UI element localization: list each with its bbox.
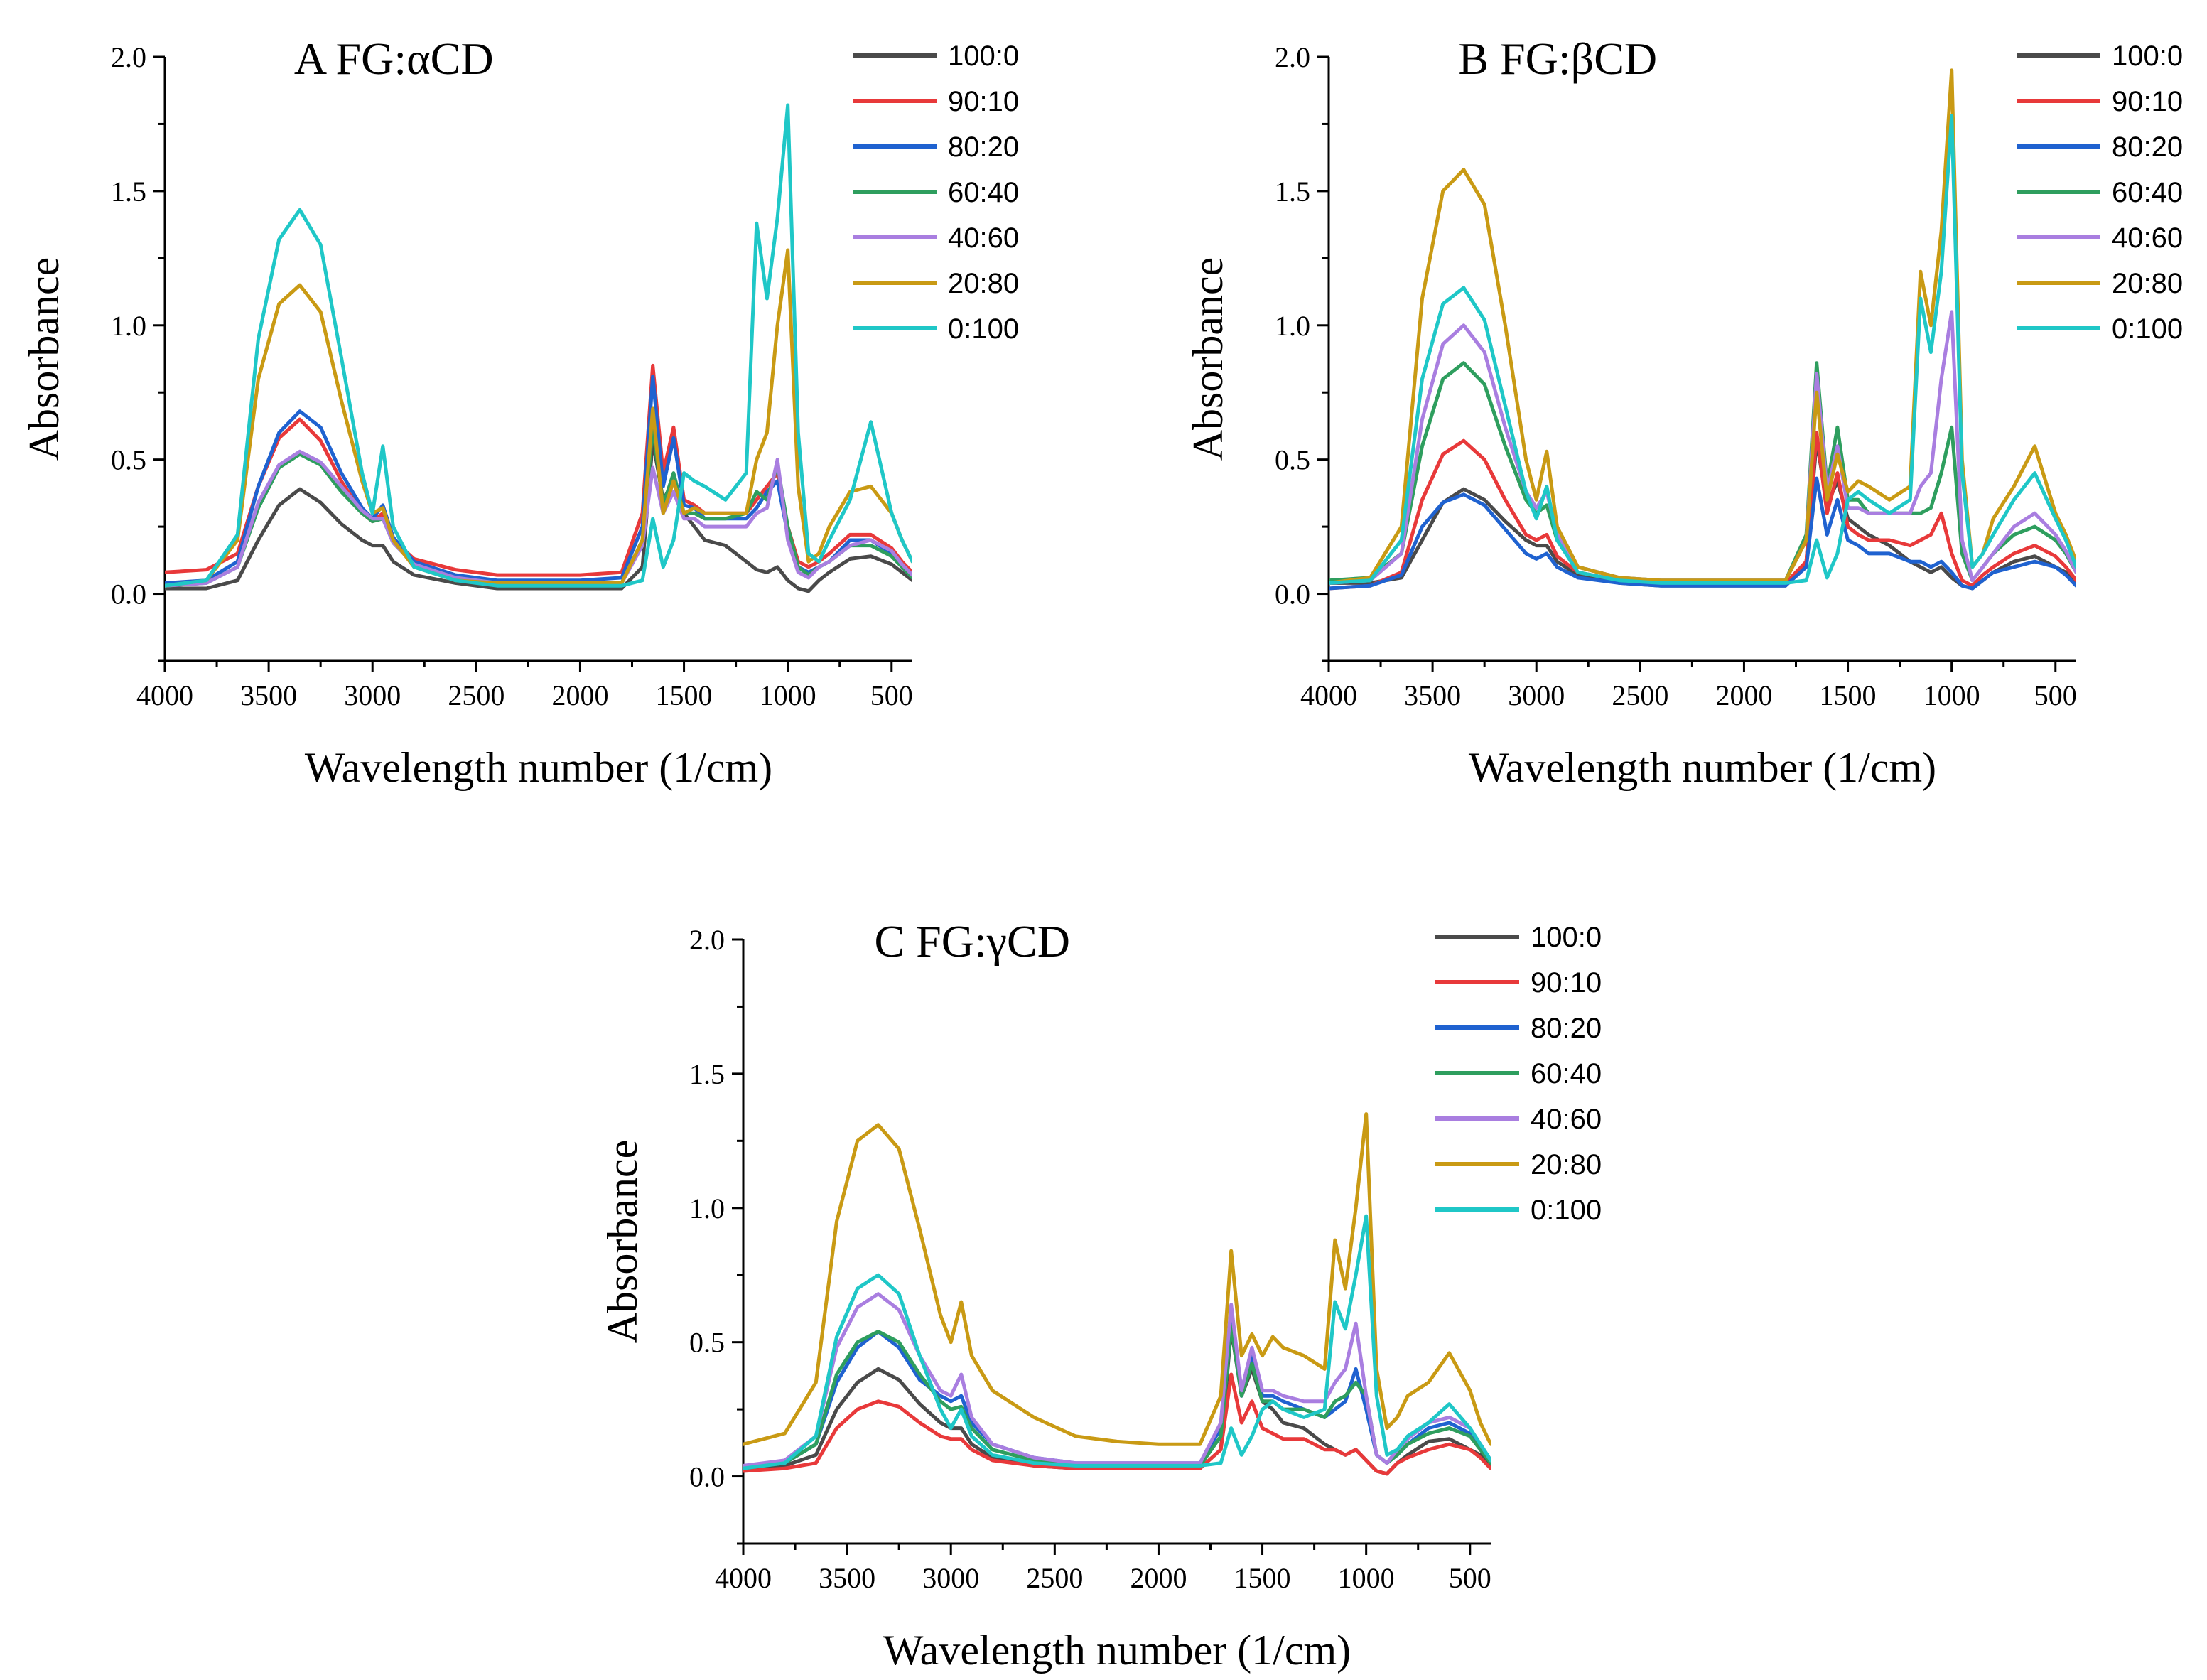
x-tick-label: 500: [870, 679, 913, 711]
legend-label: 100:0: [948, 41, 1019, 72]
x-tick-label: 1000: [1923, 679, 1980, 711]
legend: 100:0 90:10 80:20 60:40 40:60 20:80 0:100: [2017, 41, 2183, 345]
y-axis-title: Absorbance: [599, 1140, 646, 1344]
x-tick-label: 1000: [760, 679, 816, 711]
series-line-40-60: [743, 1292, 1491, 1468]
series-line-40-60: [165, 449, 912, 588]
y-tick-label: 1.0: [111, 310, 146, 342]
y-axis-title: Absorbance: [1185, 257, 1231, 461]
legend-label: 0:100: [1531, 1195, 1602, 1226]
x-tick-label: 1000: [1338, 1562, 1395, 1594]
panel-title: A FG:αCD: [294, 33, 494, 84]
x-tick-label: 2000: [1715, 679, 1772, 711]
x-tick-label: 2000: [1130, 1562, 1187, 1594]
legend-label: 60:40: [1531, 1058, 1602, 1089]
x-tick-label: 1500: [656, 679, 713, 711]
x-tick-label: 3500: [819, 1562, 875, 1594]
chart-panel-a: 0.0 0.5 1.0 1.5 2.0 4000 3500 3000 2500 2000 1500 1…: [21, 33, 1019, 791]
y-tick-label: 0.0: [689, 1461, 725, 1493]
x-tick-label: 500: [1449, 1562, 1491, 1594]
y-tick-label: 2.0: [111, 41, 146, 73]
legend: 100:0 90:10 80:20 60:40 40:60 20:80 0:100: [853, 41, 1019, 345]
series-line-80-20: [1329, 476, 2076, 591]
series-line-90-10: [1329, 431, 2076, 591]
legend-label: 40:60: [948, 222, 1019, 254]
series-line-80-20: [165, 375, 912, 585]
legend-label: 90:10: [2112, 86, 2183, 117]
y-tick-label: 0.5: [111, 444, 146, 476]
x-tick-label: 3000: [922, 1562, 979, 1594]
legend-label: 40:60: [1531, 1104, 1602, 1135]
x-tick-label: 3000: [344, 679, 401, 711]
y-tick-label: 1.0: [1275, 310, 1310, 342]
x-tick-label: 3500: [240, 679, 297, 711]
panel-title: C FG:γCD: [874, 916, 1069, 966]
x-tick-label: 500: [2034, 679, 2077, 711]
x-axis-title: Wavelength number (1/cm): [883, 1627, 1351, 1674]
legend-label: 20:80: [2112, 268, 2183, 299]
legend-label: 60:40: [948, 177, 1019, 208]
y-tick-label: 2.0: [1275, 41, 1310, 73]
x-tick-label: 4000: [136, 679, 193, 711]
y-tick-label: 0.0: [1275, 578, 1310, 610]
legend-label: 90:10: [1531, 967, 1602, 998]
y-tick-label: 1.0: [689, 1192, 725, 1224]
x-tick-label: 3500: [1404, 679, 1461, 711]
series-line-20-80: [165, 248, 912, 588]
series-line-0-100: [165, 103, 912, 588]
y-axis-title: Absorbance: [21, 257, 68, 461]
y-tick-label: 2.0: [689, 924, 725, 956]
legend-label: 40:60: [2112, 222, 2183, 254]
x-tick-label: 2000: [551, 679, 608, 711]
legend-label: 80:20: [1531, 1013, 1602, 1044]
legend: 100:0 90:10 80:20 60:40 40:60 20:80 0:100: [1435, 922, 1602, 1226]
legend-label: 80:20: [2112, 131, 2183, 163]
y-tick-label: 0.0: [111, 578, 146, 610]
x-tick-label: 3000: [1508, 679, 1565, 711]
series-line-40-60: [1329, 310, 2076, 585]
legend-label: 0:100: [2112, 313, 2183, 345]
series-line-60-40: [743, 1324, 1491, 1470]
x-tick-label: 2500: [1026, 1562, 1083, 1594]
legend-label: 60:40: [2112, 177, 2183, 208]
legend-label: 20:80: [1531, 1149, 1602, 1180]
legend-label: 90:10: [948, 86, 1019, 117]
chart-panel-c: 0.0 0.5 1.0 1.5 2.0 4000 3500 3000 2500 2000 1500 1…: [599, 916, 1602, 1674]
series-group: [165, 103, 912, 593]
legend-label: 100:0: [2112, 41, 2183, 72]
x-tick-label: 2500: [448, 679, 504, 711]
x-tick-label: 1500: [1234, 1562, 1291, 1594]
y-tick-label: 0.5: [1275, 444, 1310, 476]
x-tick-label: 4000: [715, 1562, 772, 1594]
legend-label: 20:80: [948, 268, 1019, 299]
y-tick-label: 1.5: [111, 176, 146, 208]
x-tick-label: 1500: [1820, 679, 1877, 711]
legend-label: 0:100: [948, 313, 1019, 345]
x-tick-label: 2500: [1612, 679, 1668, 711]
series-group: [1329, 68, 2076, 591]
series-line-0-100: [1329, 114, 2076, 585]
panel-title: B FG:βCD: [1458, 33, 1657, 84]
series-line-0-100: [743, 1214, 1491, 1470]
y-tick-label: 0.5: [689, 1327, 725, 1359]
series-group: [743, 1112, 1491, 1476]
series-line-20-80: [743, 1112, 1491, 1446]
y-tick-label: 1.5: [689, 1058, 725, 1090]
x-axis-title: Wavelength number (1/cm): [305, 744, 772, 791]
chart-panel-b: 0.0 0.5 1.0 1.5 2.0 4000 3500 3000 2500 2000 1500 1…: [1185, 33, 2183, 791]
x-tick-label: 4000: [1300, 679, 1357, 711]
x-axis-title: Wavelength number (1/cm): [1469, 744, 1936, 791]
y-tick-label: 1.5: [1275, 176, 1310, 208]
legend-label: 100:0: [1531, 922, 1602, 953]
legend-label: 80:20: [948, 131, 1019, 163]
series-line-90-10: [743, 1372, 1491, 1476]
